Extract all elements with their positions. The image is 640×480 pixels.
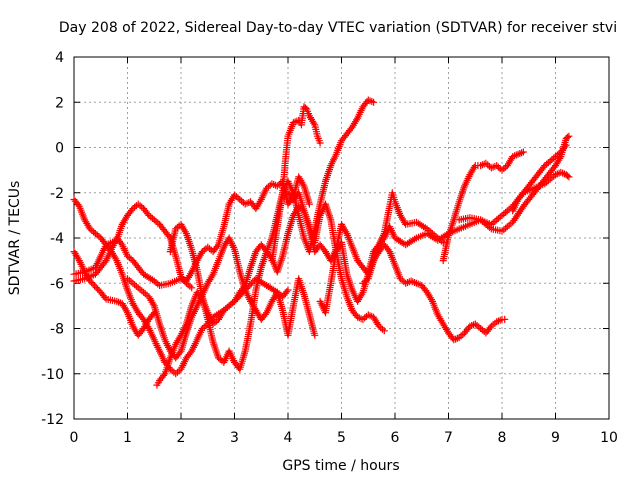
y-tick-label: 4 [55, 50, 64, 66]
x-tick-label: 10 [600, 430, 618, 446]
series-8 [284, 189, 388, 335]
y-tick-label: -10 [41, 367, 64, 383]
x-tick-label: 1 [123, 430, 132, 446]
series-13 [509, 168, 573, 215]
series-9 [316, 189, 447, 317]
chart-title: Day 208 of 2022, Sidereal Day-to-day VTE… [59, 20, 617, 36]
y-tick-label: -8 [50, 322, 64, 338]
series-markers [439, 148, 527, 265]
x-tick-label: 5 [337, 430, 346, 446]
series-markers [166, 141, 570, 373]
x-ticks: 0 1 2 3 4 5 6 7 8 9 10 [70, 57, 618, 446]
series-markers [316, 189, 447, 317]
y-tick-label: 0 [55, 141, 64, 157]
series-markers [268, 103, 324, 265]
x-tick-label: 8 [498, 430, 507, 446]
y-tick-label: -6 [50, 276, 64, 292]
series-markers [284, 189, 388, 335]
data-points [70, 96, 573, 389]
y-tick-label: -2 [50, 186, 64, 202]
series-7 [268, 103, 324, 265]
series-markers [455, 132, 573, 235]
series-12 [455, 132, 573, 235]
y-axis-label: SDTVAR / TECUs [7, 181, 23, 296]
x-tick-label: 4 [284, 430, 293, 446]
y-tick-label: -12 [41, 412, 64, 428]
series-10 [359, 241, 509, 344]
series-markers [509, 168, 573, 215]
y-tick-label: -4 [50, 231, 64, 247]
x-tick-label: 9 [551, 430, 560, 446]
x-tick-label: 6 [391, 430, 400, 446]
y-tick-label: 2 [55, 95, 64, 111]
x-axis-label: GPS time / hours [282, 458, 399, 474]
series-5 [124, 234, 319, 362]
series-11 [439, 148, 527, 265]
x-tick-label: 2 [177, 430, 186, 446]
series-6 [166, 141, 570, 373]
series-markers [359, 241, 509, 344]
x-tick-label: 0 [70, 430, 79, 446]
x-tick-label: 3 [230, 430, 239, 446]
grid [74, 57, 609, 419]
x-tick-label: 7 [444, 430, 453, 446]
series-markers [124, 234, 319, 362]
y-ticks: 4 2 0 -2 -4 -6 -8 -10 -12 [41, 50, 609, 428]
